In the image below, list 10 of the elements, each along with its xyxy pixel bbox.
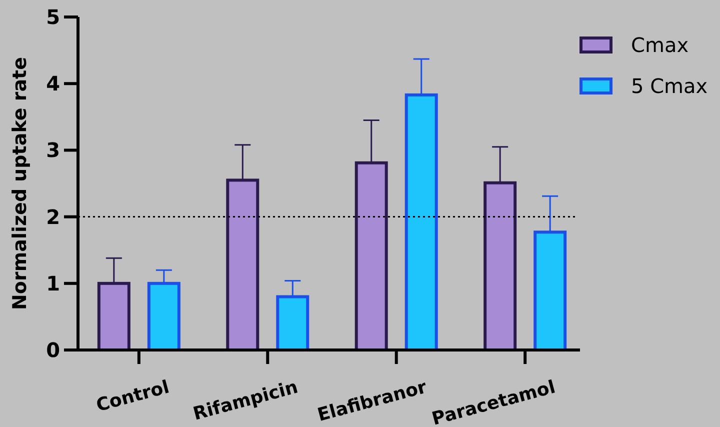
legend-label: Cmax (631, 33, 689, 57)
x-tick-label: Control (94, 376, 172, 416)
y-tick-label: 2 (46, 204, 60, 229)
legend-label: 5 Cmax (631, 74, 708, 98)
y-tick-label: 0 (46, 338, 60, 362)
y-tick-label: 3 (46, 138, 60, 162)
y-axis-title: Normalized uptake rate (9, 57, 31, 310)
y-tick-label: 5 (46, 5, 60, 29)
y-tick-label: 4 (46, 72, 60, 96)
y-tick-label: 1 (46, 271, 60, 296)
